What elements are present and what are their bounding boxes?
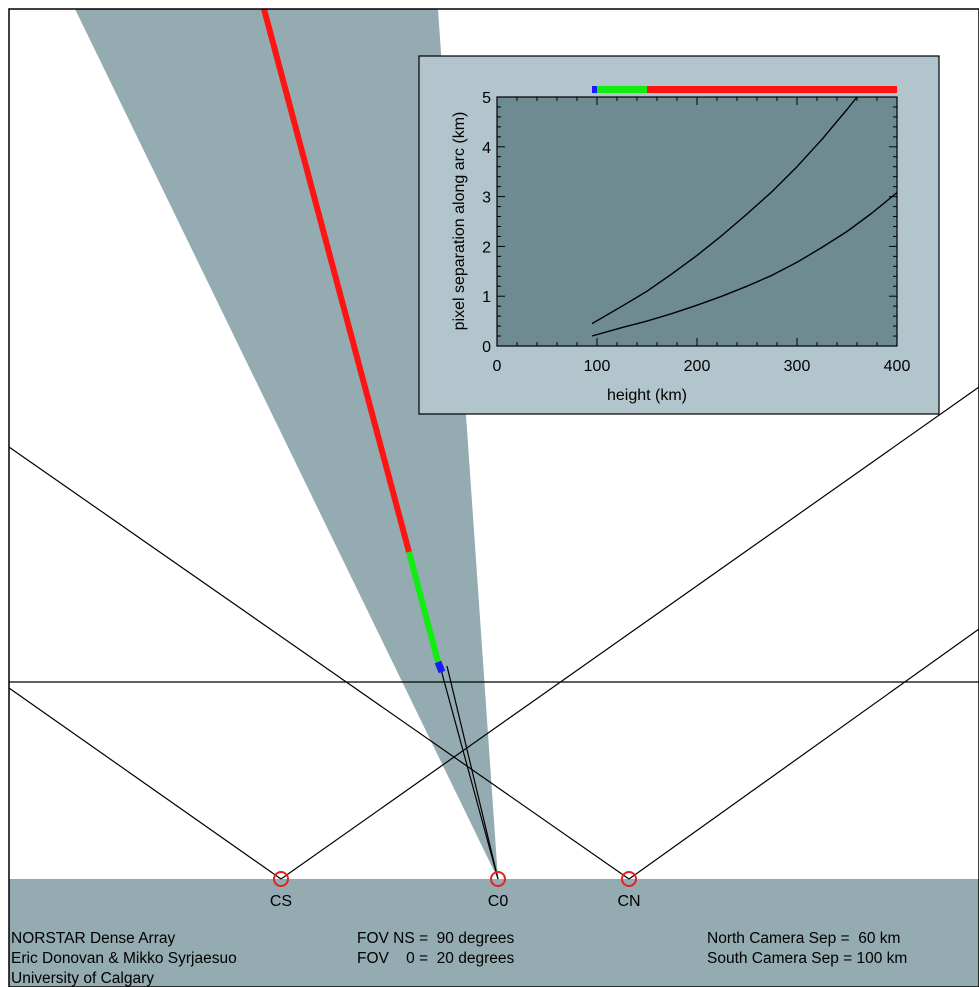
- c0-fov-wedge: [75, 9, 498, 879]
- separation-info-block: North Camera Sep = 60 km South Camera Se…: [707, 930, 907, 967]
- credit-line-3: University of Calgary: [11, 970, 154, 987]
- figure-frame: [8, 8, 979, 987]
- credit-line-1: NORSTAR Dense Array: [11, 930, 175, 947]
- fov-ns-text: FOV NS = 90 degrees: [357, 930, 514, 947]
- camera-label-cs: CS: [270, 893, 292, 910]
- x-tick-label: 400: [884, 358, 911, 375]
- height-segment-high: [261, 8, 412, 553]
- y-tick-label: 3: [482, 190, 491, 207]
- x-tick-label: 100: [584, 358, 611, 375]
- cn-fov-left-edge: [8, 446, 630, 880]
- cs-fov-right-edge: [280, 386, 979, 880]
- credits-block: NORSTAR Dense Array Eric Donovan & Mikko…: [11, 930, 237, 987]
- inset-axis-ticks: [496, 96, 898, 347]
- cs-fov-left-edge: [8, 687, 282, 880]
- x-tick-label: 0: [493, 358, 502, 375]
- c0-ray-left: [439, 665, 499, 880]
- x-tick-label: 200: [684, 358, 711, 375]
- camera-marker-c0: [490, 871, 506, 887]
- inset-height-band: [592, 86, 897, 93]
- cn-fov-right-edge: [628, 628, 979, 880]
- inset-chart: 0 100 200 300 400 0 1 2 3 4 5 height (km) pixel s…: [418, 55, 940, 415]
- height-segment-low: [434, 660, 446, 674]
- credit-line-2: Eric Donovan & Mikko Syrjaesuo: [11, 950, 237, 967]
- fov-info-block: FOV NS = 90 degrees FOV 0 = 20 degrees: [357, 930, 514, 967]
- height-segment-line: [261, 8, 446, 674]
- inset-band-segment-2: [647, 86, 897, 93]
- inset-band-segment-0: [592, 86, 597, 93]
- y-tick-label: 0: [482, 339, 491, 356]
- camera-fov-lines: [8, 386, 979, 880]
- c0-ray-right: [446, 665, 499, 880]
- ground-band: [9, 879, 979, 987]
- south-camera-sep-text: South Camera Sep = 100 km: [707, 950, 907, 967]
- camera-label-cn: CN: [617, 893, 640, 910]
- x-tick-label: 300: [784, 358, 811, 375]
- inset-x-axis-label: height (km): [607, 387, 687, 404]
- inset-series: [591, 96, 898, 337]
- inset-x-tick-labels: 0 100 200 300 400: [493, 358, 911, 375]
- camera-marker-cs: [273, 871, 289, 887]
- inset-series-line-1: [591, 96, 858, 325]
- inset-y-axis-label: pixel separation along arc (km): [451, 112, 468, 331]
- y-tick-label: 2: [482, 239, 491, 256]
- camera-markers: CS C0 CN: [270, 871, 641, 910]
- y-tick-label: 5: [482, 90, 491, 107]
- camera-marker-cn: [621, 871, 637, 887]
- inset-band-segment-1: [597, 86, 647, 93]
- inset-series-line-2: [591, 192, 898, 337]
- north-camera-sep-text: North Camera Sep = 60 km: [707, 930, 900, 947]
- inset-plot-area: [496, 96, 898, 347]
- inset-y-tick-labels: 0 1 2 3 4 5: [482, 90, 491, 356]
- y-tick-label: 1: [482, 289, 491, 306]
- camera-label-c0: C0: [488, 893, 509, 910]
- fov-0-text: FOV 0 = 20 degrees: [357, 950, 514, 967]
- height-segment-mid: [406, 551, 441, 663]
- y-tick-label: 4: [482, 140, 491, 157]
